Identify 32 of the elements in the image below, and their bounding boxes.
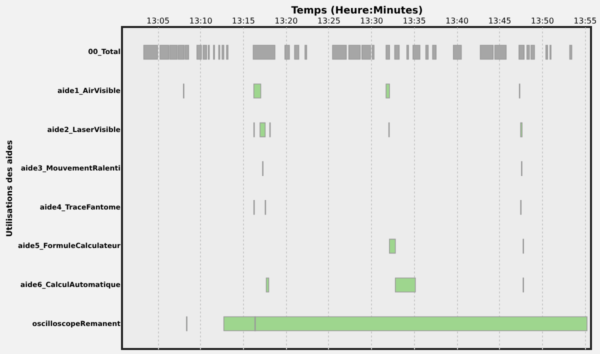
bar [332, 44, 347, 60]
bar [394, 44, 400, 60]
bar [386, 84, 390, 98]
bar [294, 44, 300, 60]
bar [530, 44, 535, 60]
bar [252, 44, 276, 60]
bar [452, 44, 462, 60]
x-tick-label: 13:25 [317, 16, 340, 26]
x-tick-label: 13:45 [488, 16, 512, 26]
x-tick-label: 13:15 [232, 16, 255, 26]
bar [386, 44, 390, 60]
bar [284, 44, 290, 60]
bar [412, 44, 420, 60]
x-tick-label: 13:30 [360, 16, 384, 26]
bar [425, 44, 429, 60]
bar [266, 278, 270, 292]
x-tick-label: 13:35 [402, 16, 426, 26]
x-tick-label: 13:10 [189, 16, 212, 26]
bar [253, 84, 262, 98]
x-axis-title: Temps (Heure:Minutes) [291, 6, 423, 16]
x-tick-label: 13:20 [274, 16, 298, 26]
x-tick-label: 13:55 [574, 16, 597, 26]
bar [223, 316, 588, 332]
bar [518, 44, 525, 60]
y-axis-title: Utilisations des aides [5, 140, 14, 237]
bar [389, 238, 396, 254]
x-tick-label: 13:05 [146, 16, 170, 26]
x-tick-label: 13:40 [446, 16, 469, 26]
bar [260, 122, 266, 138]
bar [394, 278, 416, 292]
x-tick-label: 13:50 [530, 16, 554, 26]
bar [432, 44, 436, 60]
